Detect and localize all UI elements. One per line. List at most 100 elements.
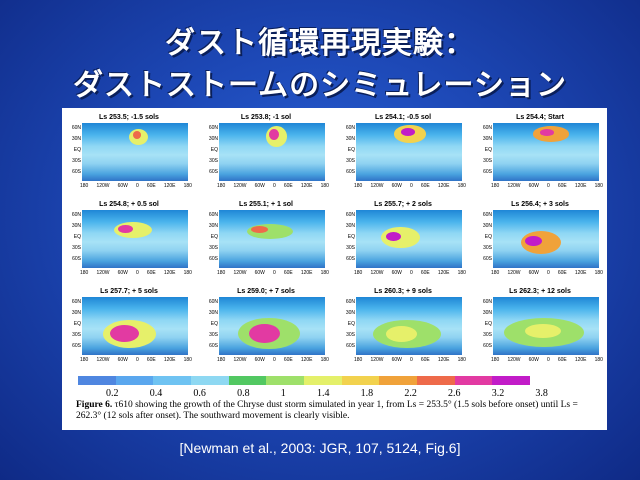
x-tick-label: 60E	[420, 270, 430, 276]
x-tick-label: 60E	[557, 357, 567, 363]
dust-map	[356, 297, 462, 355]
panel-title: Ls 254.1; -0.5 sol	[374, 114, 432, 121]
dust-map	[219, 123, 325, 181]
x-tick-label: 120E	[437, 183, 450, 189]
x-tick-label: 180	[491, 357, 500, 363]
dust-map	[356, 210, 462, 268]
y-tick-label: 60N	[208, 212, 218, 218]
map-panel: Ls 254.8; + 0.5 sol 60N 30N EQ 30S 60S 180 120W…	[66, 201, 192, 281]
x-tick-label: 180	[354, 183, 363, 189]
dust-region	[250, 226, 268, 234]
x-tick-label: 120W	[507, 270, 521, 276]
colorbar-segment	[115, 376, 154, 385]
y-tick-label: 60N	[482, 299, 492, 305]
x-tick-label: 120E	[163, 270, 176, 276]
panel-title: Ls 253.5; -1.5 sols	[99, 114, 159, 121]
x-tick-label: 0	[546, 357, 550, 363]
dust-region	[524, 235, 542, 246]
dust-map	[82, 210, 188, 268]
x-tick-label: 180	[320, 357, 329, 363]
x-tick-label: 120E	[300, 183, 313, 189]
y-tick-label: EQ	[484, 234, 492, 240]
y-tick-label: 60S	[483, 169, 492, 175]
x-tick-label: 120E	[437, 357, 450, 363]
dust-region	[118, 225, 133, 234]
colorbar-segment	[78, 376, 116, 385]
x-tick-label: 60W	[391, 357, 402, 363]
colorbar-label: 0.2	[106, 388, 119, 399]
map-panel: Ls 256.4; + 3 sols 60N 30N EQ 30S 60S 180 120W 6…	[477, 201, 603, 281]
map-panel: Ls 255.7; + 2 sols 60N 30N EQ 30S 60S 180 120W 6…	[340, 201, 466, 281]
y-tick-label: 30S	[346, 332, 355, 338]
dust-map	[82, 297, 188, 355]
x-tick-label: 120E	[300, 357, 313, 363]
y-tick-label: 60N	[482, 125, 492, 131]
dust-map	[493, 123, 599, 181]
y-tick-label: 30N	[208, 310, 218, 316]
x-tick-label: 120E	[574, 270, 587, 276]
x-tick-label: 0	[272, 183, 276, 189]
x-tick-label: 180	[80, 270, 89, 276]
x-tick-label: 0	[135, 357, 139, 363]
y-tick-label: 30S	[209, 332, 218, 338]
x-tick-label: 180	[354, 270, 363, 276]
y-tick-label: EQ	[347, 147, 355, 153]
colorbar-segment	[304, 376, 342, 385]
x-tick-labels: 180 120W 60W 0 60E 120E 180	[217, 183, 329, 189]
y-tick-label: 30S	[209, 158, 218, 164]
y-tick-label: 30N	[208, 136, 218, 142]
colorbar-label: 3.8	[535, 388, 548, 399]
y-tick-label: EQ	[73, 234, 81, 240]
x-tick-label: 180	[80, 183, 89, 189]
x-tick-label: 180	[217, 357, 226, 363]
y-tick-label: 60N	[345, 125, 355, 131]
dust-region	[400, 127, 416, 136]
x-tick-label: 180	[594, 357, 603, 363]
x-tick-label: 60E	[283, 183, 293, 189]
colorbar-segment	[379, 376, 418, 385]
colorbar-segment	[341, 376, 380, 385]
y-tick-label: 60S	[209, 256, 218, 262]
x-tick-label: 180	[491, 183, 500, 189]
colorbar-label: 1.4	[316, 388, 330, 399]
y-tick-label: 30S	[72, 332, 81, 338]
y-tick-label: 30N	[208, 223, 218, 229]
y-tick-label: 30N	[482, 310, 492, 316]
y-tick-label: 60N	[208, 299, 218, 305]
map-panel: Ls 253.5; -1.5 sols 60N 30N EQ 30S 60S 180 120W…	[66, 114, 192, 194]
slide-title-line1: ダスト循環再現実験：	[165, 26, 475, 61]
y-tick-label: 30S	[72, 158, 81, 164]
x-tick-labels: 180 120W 60W 0 60E 120E 180	[491, 270, 603, 276]
x-tick-label: 180	[594, 183, 603, 189]
y-tick-label: EQ	[484, 147, 492, 153]
map-panel: Ls 254.1; -0.5 sol 60N 30N EQ 30S 60S 180 120W 6…	[340, 114, 466, 194]
x-tick-label: 0	[546, 183, 550, 189]
y-tick-label: 30N	[345, 136, 355, 142]
colorbar-label: 1	[280, 388, 286, 399]
x-tick-label: 120W	[96, 357, 110, 363]
y-tick-label: 30S	[483, 158, 492, 164]
y-tick-label: 30S	[209, 245, 218, 251]
y-tick-label: 60S	[72, 256, 81, 262]
y-tick-label: 60S	[483, 256, 492, 262]
x-tick-label: 60E	[146, 270, 156, 276]
colorbar-label: 3.2	[491, 388, 505, 399]
x-tick-label: 0	[272, 270, 276, 276]
x-tick-label: 60W	[528, 183, 539, 189]
y-tick-label: 60S	[72, 343, 81, 349]
y-tick-label: 30N	[71, 310, 81, 316]
map-panel: Ls 254.4; Start 60N 30N EQ 30S 60S 180 120W 60W 0…	[477, 114, 603, 194]
x-tick-label: 60W	[391, 183, 402, 189]
y-tick-label: 30N	[71, 136, 81, 142]
x-tick-labels: 180 120W 60W 0 60E 120E 180	[491, 183, 603, 189]
x-tick-label: 60E	[420, 183, 430, 189]
x-tick-label: 120W	[233, 357, 247, 363]
y-tick-label: 30N	[482, 136, 492, 142]
x-tick-label: 180	[457, 183, 466, 189]
x-tick-label: 180	[354, 357, 363, 363]
map-panel: Ls 259.0; + 7 sols 60N 30N EQ 30S 60S 180 120W 6…	[203, 288, 329, 368]
dust-map	[493, 210, 599, 268]
x-tick-labels: 180 120W 60W 0 60E 120E 180	[491, 357, 603, 363]
colorbar-label: 2.6	[448, 388, 461, 399]
panel-title: Ls 257.7; + 5 sols	[100, 288, 158, 295]
